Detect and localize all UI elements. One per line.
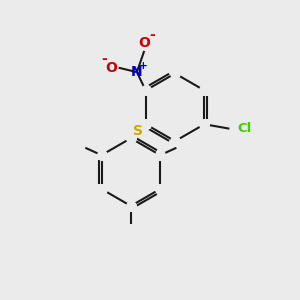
Text: O: O xyxy=(138,36,150,50)
Text: S: S xyxy=(133,124,143,138)
Text: O: O xyxy=(105,61,117,75)
Text: N: N xyxy=(131,65,143,79)
Text: -: - xyxy=(101,52,107,66)
Text: -: - xyxy=(150,28,155,42)
Text: Cl: Cl xyxy=(238,122,252,135)
Text: +: + xyxy=(139,61,148,70)
